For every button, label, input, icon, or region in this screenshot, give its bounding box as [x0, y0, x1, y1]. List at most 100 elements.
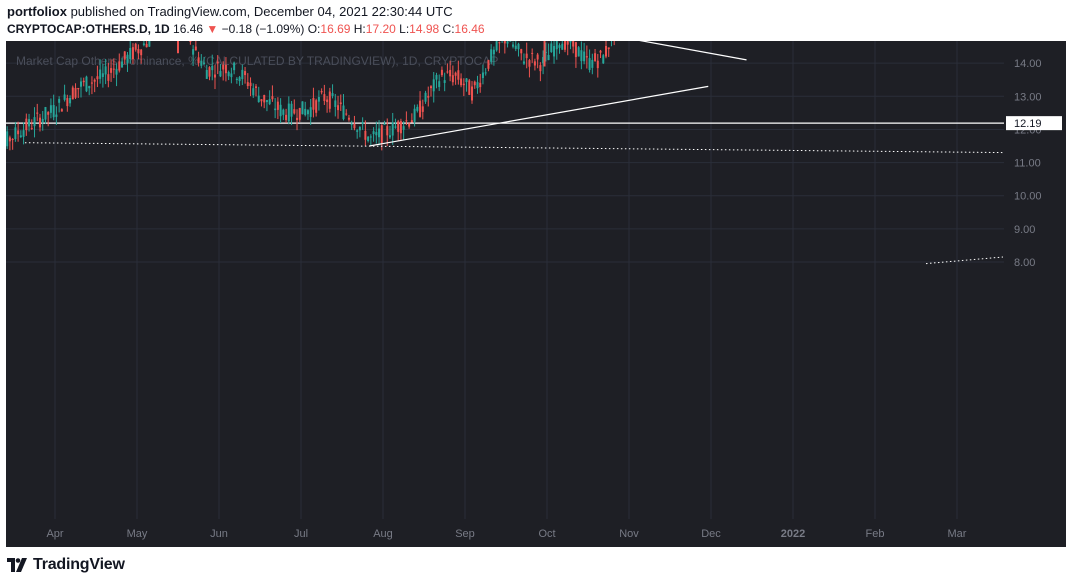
- candle: [585, 45, 588, 69]
- candle: [492, 46, 495, 66]
- candle: [544, 42, 547, 62]
- candle: [479, 73, 482, 93]
- candle: [304, 101, 307, 117]
- candle: [383, 120, 386, 125]
- trendline[interactable]: [369, 85, 709, 147]
- high-value: 17.20: [365, 22, 396, 36]
- candle: [285, 108, 288, 123]
- candle: [397, 119, 400, 142]
- candle: [276, 97, 279, 120]
- x-tick-label: 2022: [781, 528, 805, 540]
- candle: [443, 72, 446, 92]
- candle: [503, 41, 506, 54]
- candle: [25, 113, 28, 136]
- candle: [17, 121, 20, 142]
- x-tick-label: Mar: [948, 528, 967, 540]
- candle: [386, 118, 389, 147]
- candle: [257, 86, 260, 103]
- candle: [375, 121, 378, 144]
- x-tick-label: Feb: [866, 528, 885, 540]
- candle: [244, 66, 247, 84]
- candle: [279, 98, 282, 124]
- candle: [241, 64, 244, 86]
- candle: [11, 138, 14, 150]
- candle: [402, 121, 405, 141]
- candle: [501, 41, 503, 43]
- candle: [74, 83, 77, 100]
- price-axis[interactable]: 8.009.0010.0011.0012.0013.0014.0015.0016…: [1004, 0, 1066, 519]
- x-tick-label: Aug: [373, 528, 393, 540]
- candle: [342, 94, 345, 121]
- candle: [88, 85, 91, 96]
- candle: [96, 65, 99, 88]
- candle: [391, 112, 394, 145]
- candle: [93, 78, 96, 93]
- candle: [238, 75, 241, 86]
- candle: [553, 41, 556, 64]
- chart-pane[interactable]: Market Cap Others Dominance, % (CALCULAT…: [6, 41, 1004, 519]
- down-arrow-icon: ▼: [206, 22, 219, 36]
- candle: [104, 58, 107, 85]
- candle: [490, 44, 493, 64]
- candle: [449, 60, 452, 82]
- candle: [358, 126, 361, 138]
- x-tick-label: May: [127, 528, 148, 540]
- candle: [320, 88, 323, 95]
- price-chart[interactable]: Market Cap Others Dominance, % (CALCULAT…: [6, 41, 1004, 519]
- candle: [514, 41, 517, 52]
- tradingview-logo[interactable]: TradingView: [7, 556, 125, 574]
- dotted-trendline[interactable]: [24, 142, 1004, 154]
- candle: [356, 129, 359, 139]
- candle: [200, 54, 203, 69]
- candle: [602, 53, 605, 65]
- candle: [424, 90, 427, 104]
- candle: [388, 125, 391, 139]
- candle: [580, 41, 583, 70]
- y-tick-label: 9.00: [1014, 224, 1035, 236]
- candle: [394, 118, 397, 129]
- candle: [19, 130, 22, 139]
- candle: [432, 71, 435, 103]
- candle: [30, 119, 33, 130]
- candle: [219, 63, 222, 78]
- candle: [296, 109, 299, 131]
- candle: [90, 76, 93, 95]
- candle: [539, 62, 542, 82]
- candle: [410, 113, 413, 123]
- candle: [435, 72, 438, 89]
- candle: [287, 96, 290, 125]
- candle: [337, 95, 340, 119]
- candle: [547, 43, 550, 61]
- candle: [517, 42, 520, 57]
- candle: [293, 99, 296, 115]
- last-value: 16.46: [173, 22, 204, 36]
- candle: [33, 107, 36, 138]
- candle: [194, 41, 197, 51]
- dotted-trendline[interactable]: [925, 256, 1004, 265]
- symbol-label[interactable]: CRYPTOCAP:OTHERS.D, 1D: [7, 22, 170, 36]
- candle: [405, 111, 408, 126]
- candle: [613, 41, 615, 46]
- candle: [419, 91, 422, 118]
- candle: [558, 43, 561, 54]
- candle: [145, 41, 148, 48]
- candle: [542, 50, 545, 75]
- brand-name: TradingView: [33, 556, 125, 573]
- candle: [339, 94, 342, 111]
- y-tick-label: 14.00: [1014, 58, 1042, 70]
- candle: [271, 85, 274, 102]
- candle: [8, 135, 11, 151]
- candle: [438, 74, 441, 91]
- trendline[interactable]: [181, 41, 747, 61]
- publisher-name[interactable]: portfoliox: [7, 4, 67, 19]
- candle: [80, 77, 83, 98]
- candle: [506, 41, 509, 48]
- candle: [63, 84, 66, 102]
- candle: [399, 118, 402, 141]
- time-axis[interactable]: Apr May Jun Jul Aug Sep Oct Nov Dec 2022 Feb Mar: [6, 519, 1004, 547]
- candle: [462, 78, 465, 97]
- candle: [476, 75, 479, 94]
- candle: [205, 64, 208, 79]
- y-tick-label: 10.00: [1014, 191, 1042, 203]
- candle: [591, 53, 594, 75]
